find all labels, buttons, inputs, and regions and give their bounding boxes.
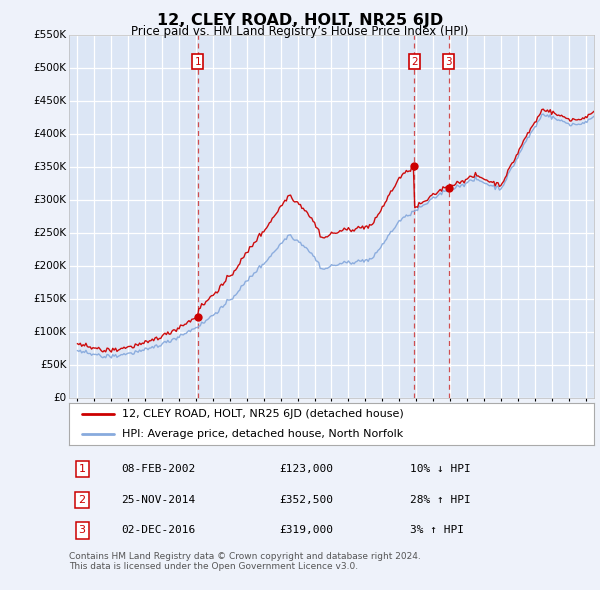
Text: £250K: £250K (33, 228, 67, 238)
Text: HPI: Average price, detached house, North Norfolk: HPI: Average price, detached house, Nort… (121, 428, 403, 438)
Text: £450K: £450K (33, 96, 67, 106)
Text: 12, CLEY ROAD, HOLT, NR25 6JD (detached house): 12, CLEY ROAD, HOLT, NR25 6JD (detached … (121, 409, 403, 419)
Text: £352,500: £352,500 (279, 495, 333, 505)
Text: £200K: £200K (34, 261, 67, 271)
Text: 1: 1 (194, 57, 201, 67)
Text: £123,000: £123,000 (279, 464, 333, 474)
Text: 3% ↑ HPI: 3% ↑ HPI (410, 526, 464, 536)
Text: £400K: £400K (34, 129, 67, 139)
Text: £550K: £550K (33, 31, 67, 40)
Text: 25-NOV-2014: 25-NOV-2014 (121, 495, 196, 505)
Text: £350K: £350K (33, 162, 67, 172)
Text: 02-DEC-2016: 02-DEC-2016 (121, 526, 196, 536)
Text: 08-FEB-2002: 08-FEB-2002 (121, 464, 196, 474)
Text: 2: 2 (79, 495, 86, 505)
Text: £50K: £50K (40, 360, 67, 371)
Text: 3: 3 (445, 57, 452, 67)
Text: 3: 3 (79, 526, 86, 536)
Text: 10% ↓ HPI: 10% ↓ HPI (410, 464, 471, 474)
Text: £150K: £150K (33, 294, 67, 304)
Text: 2: 2 (411, 57, 418, 67)
Text: Price paid vs. HM Land Registry’s House Price Index (HPI): Price paid vs. HM Land Registry’s House … (131, 25, 469, 38)
Text: 1: 1 (79, 464, 86, 474)
Text: 12, CLEY ROAD, HOLT, NR25 6JD: 12, CLEY ROAD, HOLT, NR25 6JD (157, 13, 443, 28)
Text: £300K: £300K (34, 195, 67, 205)
Text: £319,000: £319,000 (279, 526, 333, 536)
Text: Contains HM Land Registry data © Crown copyright and database right 2024.
This d: Contains HM Land Registry data © Crown c… (69, 552, 421, 571)
Text: £500K: £500K (34, 63, 67, 73)
Text: £100K: £100K (34, 327, 67, 337)
Text: 28% ↑ HPI: 28% ↑ HPI (410, 495, 471, 505)
Text: £0: £0 (53, 394, 67, 403)
